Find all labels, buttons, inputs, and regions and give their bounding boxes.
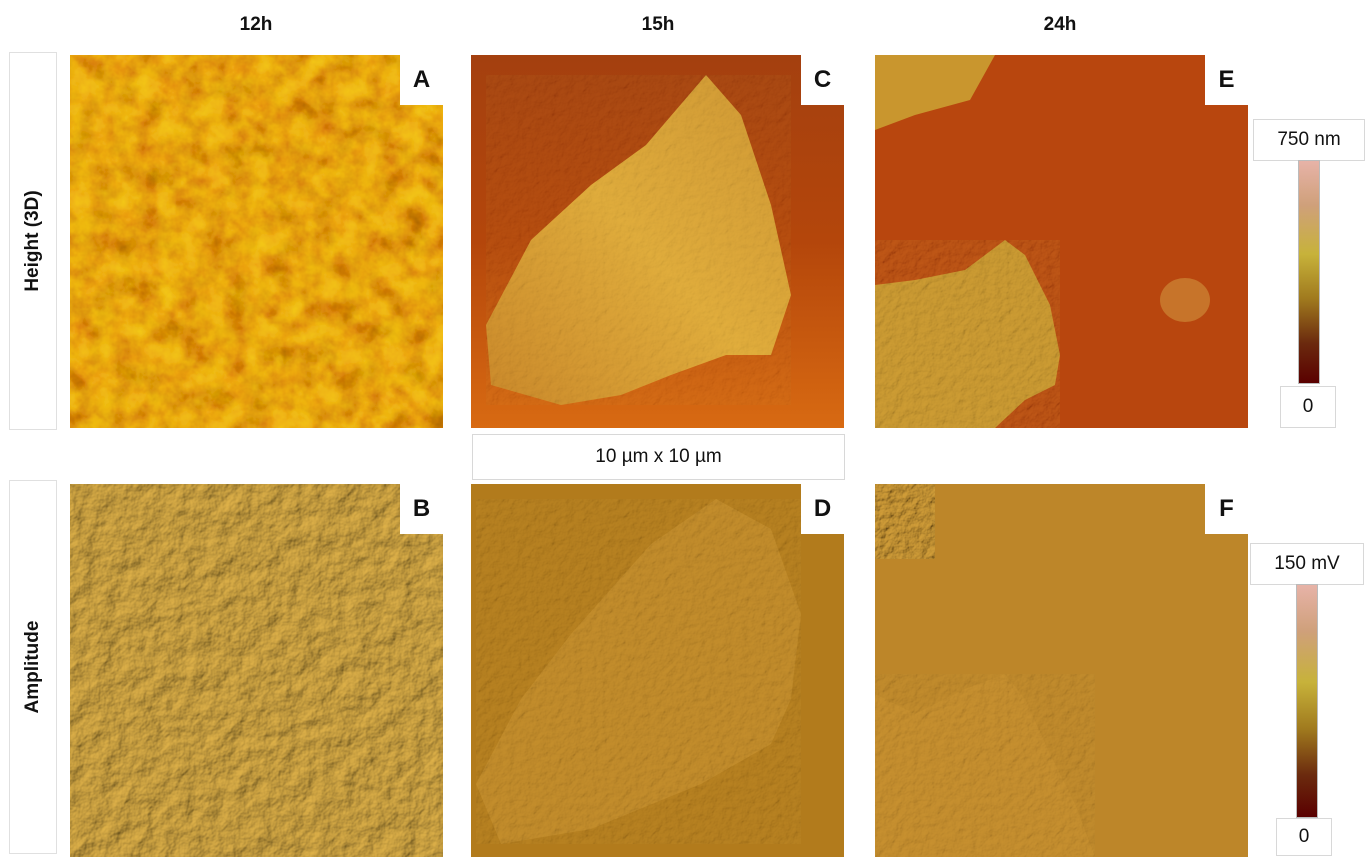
height-scale-min: 0 <box>1280 386 1336 428</box>
panel-c-height-15h: C <box>471 55 844 428</box>
amplitude-scale-max: 150 mV <box>1250 543 1364 585</box>
scan-size-label: 10 µm x 10 µm <box>472 434 845 480</box>
panel-letter-e: E <box>1205 55 1248 105</box>
column-title-15h: 15h <box>641 14 675 35</box>
panel-e-height-24h: E <box>875 55 1248 428</box>
panel-f-amplitude-24h: F <box>875 484 1248 857</box>
amplitude-image-24h <box>875 484 1248 857</box>
panel-letter-b: B <box>400 484 443 534</box>
height-image-24h <box>875 55 1248 428</box>
panel-letter-f: F <box>1205 484 1248 534</box>
amplitude-image-12h <box>70 484 443 857</box>
column-title-12h: 12h <box>239 14 273 35</box>
amplitude-scale-min: 0 <box>1276 818 1332 856</box>
row-label-amplitude-text: Amplitude <box>22 620 43 714</box>
row-label-height-text: Height (3D) <box>22 190 43 292</box>
height-colorbar <box>1298 160 1320 384</box>
height-image-12h <box>70 55 443 428</box>
panel-a-height-12h: A <box>70 55 443 428</box>
amplitude-image-15h <box>471 484 844 857</box>
panel-letter-d: D <box>801 484 844 534</box>
height-image-15h <box>471 55 844 428</box>
row-label-height: Height (3D) <box>9 52 57 430</box>
row-label-amplitude: Amplitude <box>9 480 57 854</box>
height-scale-max: 750 nm <box>1253 119 1365 161</box>
panel-letter-a: A <box>400 55 443 105</box>
panel-letter-c: C <box>801 55 844 105</box>
amplitude-colorbar <box>1296 584 1318 818</box>
panel-b-amplitude-12h: B <box>70 484 443 857</box>
panel-d-amplitude-15h: D <box>471 484 844 857</box>
column-title-24h: 24h <box>1043 14 1077 35</box>
